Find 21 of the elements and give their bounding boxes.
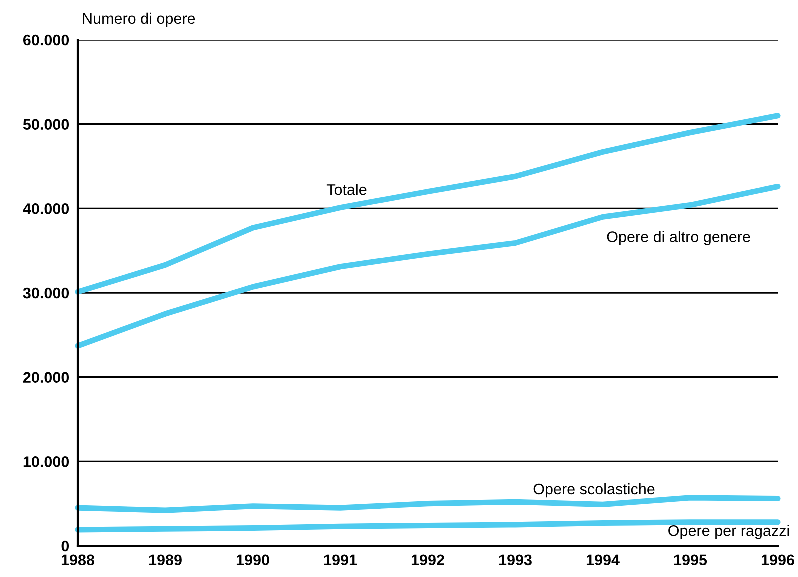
y-tick-label: 50.000 bbox=[23, 119, 70, 130]
y-tick-label: 40.000 bbox=[23, 204, 70, 214]
x-tick-label: 1989 bbox=[149, 554, 182, 566]
x-tick-label: 1991 bbox=[324, 554, 358, 566]
x-tick-label: 1993 bbox=[499, 554, 532, 566]
y-tick-label: 10.000 bbox=[24, 456, 70, 468]
y-axis-title: Numero di opere bbox=[83, 12, 196, 28]
x-tick-label: 1990 bbox=[236, 554, 270, 566]
series-label: Opere di altro genere bbox=[607, 231, 750, 246]
y-tick-label: 0 bbox=[62, 540, 70, 552]
series-label: Totale bbox=[326, 184, 367, 196]
x-tick-label: 1988 bbox=[62, 554, 95, 566]
y-tick-label: 60.000 bbox=[24, 34, 70, 46]
x-tick-label: 1995 bbox=[674, 554, 708, 566]
series-label: Opere scolastiche bbox=[534, 483, 655, 498]
x-tick-label: 1996 bbox=[762, 554, 794, 566]
x-tick-label: 1992 bbox=[412, 554, 444, 566]
y-tick-label: 20.000 bbox=[23, 372, 70, 384]
series-label: Opere per ragazzi bbox=[668, 525, 790, 540]
y-tick-label: 30.000 bbox=[23, 288, 70, 299]
x-tick-label: 1994 bbox=[586, 554, 620, 566]
